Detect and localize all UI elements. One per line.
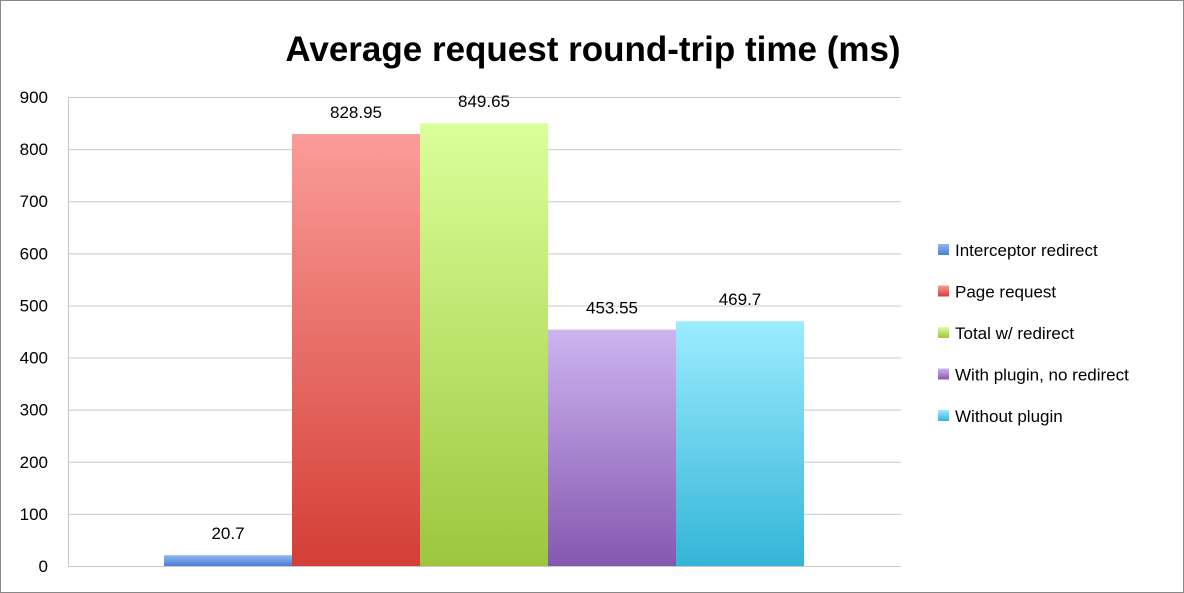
- data-labels: 20.7 828.95 849.65 453.55 469.7: [211, 92, 761, 543]
- legend-entry-label: With plugin, no redirect: [955, 366, 1129, 385]
- bar-page-request: [292, 134, 420, 566]
- legend-swatch-icon: [938, 327, 949, 338]
- y-tick-label: 800: [20, 140, 48, 159]
- data-label: 469.7: [719, 290, 762, 309]
- legend-entry-label: Interceptor redirect: [955, 241, 1098, 260]
- y-tick-label: 300: [20, 401, 48, 420]
- y-tick-label: 400: [20, 349, 48, 368]
- legend-swatch-icon: [938, 244, 949, 255]
- legend-swatch-icon: [938, 410, 949, 421]
- legend-entry-label: Without plugin: [955, 407, 1063, 426]
- y-tick-label: 500: [20, 296, 48, 315]
- y-tick-label: 200: [20, 453, 48, 472]
- data-label: 849.65: [458, 92, 510, 111]
- y-axis: 0 100 200 300 400 500 600 700 800 900: [20, 88, 69, 576]
- legend-entry-label: Page request: [955, 283, 1056, 302]
- y-tick-label: 700: [20, 192, 48, 211]
- bar-without-plugin: [676, 321, 804, 566]
- legend: Interceptor redirect Page request Total w/…: [938, 241, 1129, 426]
- chart-title: Average request round-trip time (ms): [285, 30, 900, 69]
- y-tick-label: 0: [39, 557, 48, 576]
- legend-swatch-icon: [938, 285, 949, 297]
- bar-total-w-redirect: [420, 123, 548, 566]
- bars: [164, 123, 804, 566]
- data-label: 453.55: [586, 299, 638, 318]
- legend-entry-label: Total w/ redirect: [955, 324, 1074, 343]
- legend-swatch-icon: [938, 368, 949, 380]
- bar-interceptor-redirect: [164, 555, 292, 566]
- data-label: 20.7: [211, 524, 244, 543]
- y-tick-label: 100: [20, 505, 48, 524]
- y-tick-label: 600: [20, 244, 48, 263]
- bar-with-plugin-no-redirect: [548, 329, 676, 566]
- y-tick-label: 900: [20, 88, 48, 107]
- data-label: 828.95: [330, 103, 382, 122]
